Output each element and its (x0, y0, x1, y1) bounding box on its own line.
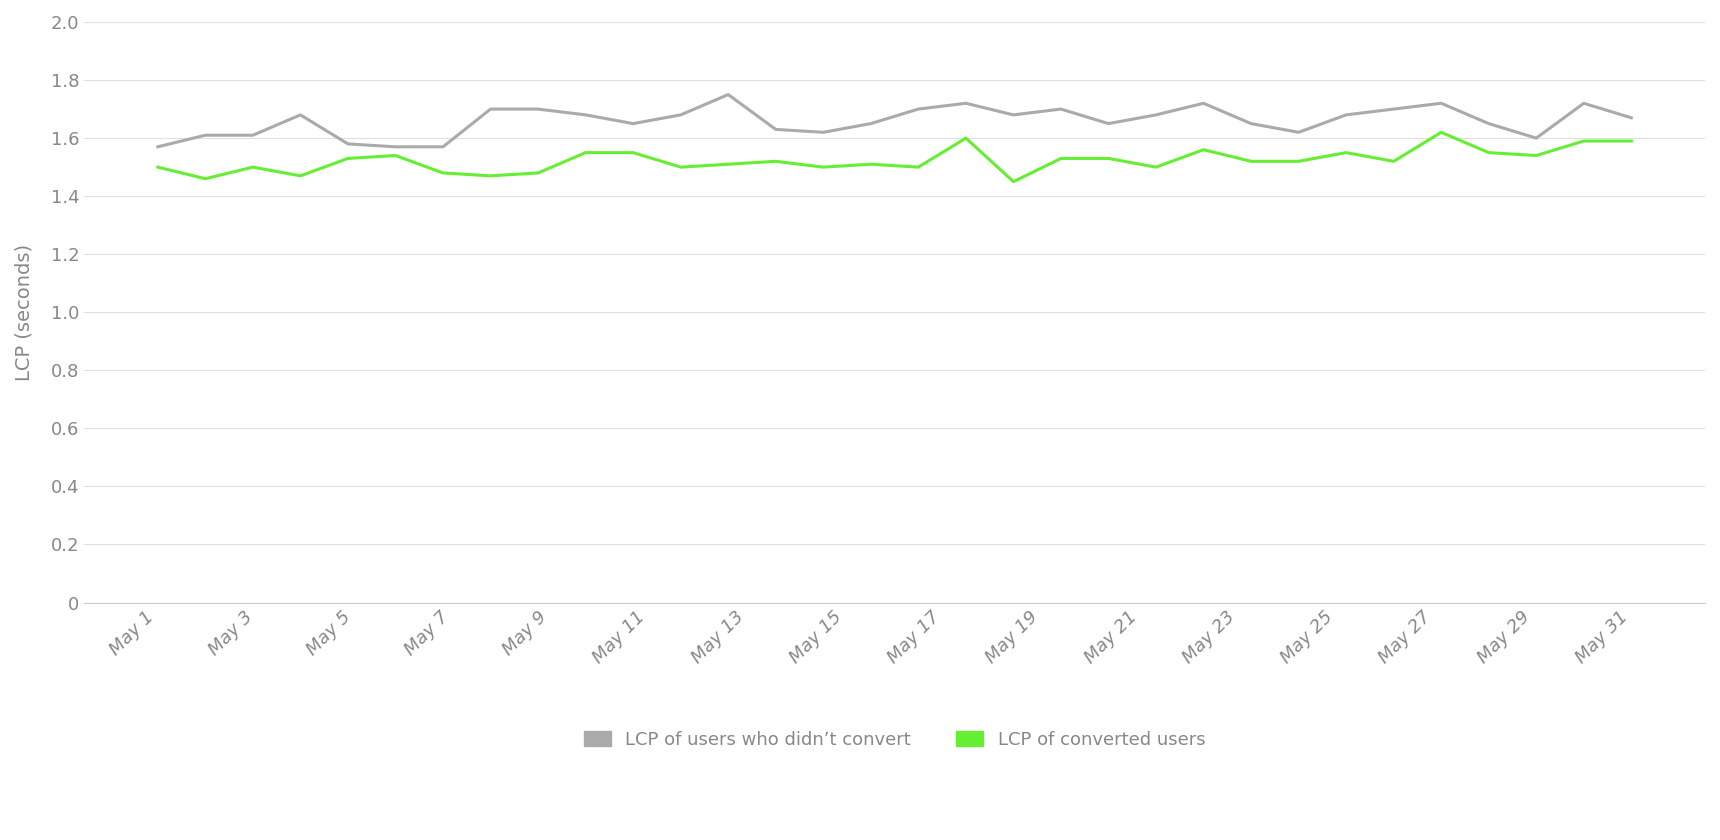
Line: LCP of converted users: LCP of converted users (158, 132, 1631, 181)
LCP of users who didn’t convert (1288, 127, 1309, 137)
LCP of converted users (908, 162, 929, 172)
LCP of users who didn’t convert (1574, 98, 1594, 108)
LCP of converted users (385, 150, 406, 160)
LCP of converted users (243, 162, 263, 172)
LCP of users who didn’t convert (1097, 118, 1118, 129)
LCP of users who didn’t convert (623, 118, 643, 129)
LCP of users who didn’t convert (148, 142, 169, 152)
LCP of converted users (1526, 150, 1546, 160)
LCP of converted users (1288, 156, 1309, 166)
LCP of users who didn’t convert (908, 104, 929, 114)
LCP of converted users (717, 160, 738, 170)
LCP of converted users (1003, 176, 1023, 186)
LCP of converted users (291, 171, 311, 181)
LCP of converted users (1574, 136, 1594, 146)
LCP of converted users (574, 148, 595, 158)
LCP of users who didn’t convert (956, 98, 977, 108)
LCP of converted users (433, 168, 454, 178)
LCP of converted users (1194, 144, 1214, 155)
LCP of users who didn’t convert (1620, 113, 1641, 123)
LCP of users who didn’t convert (337, 139, 358, 149)
LCP of users who didn’t convert (574, 110, 595, 120)
LCP of users who didn’t convert (1431, 98, 1452, 108)
LCP of converted users (860, 160, 881, 170)
LCP of users who didn’t convert (717, 90, 738, 100)
Line: LCP of users who didn’t convert: LCP of users who didn’t convert (158, 95, 1631, 147)
LCP of converted users (1097, 154, 1118, 164)
LCP of users who didn’t convert (1526, 133, 1546, 143)
LCP of converted users (956, 133, 977, 143)
LCP of users who didn’t convert (671, 110, 691, 120)
LCP of converted users (1479, 148, 1500, 158)
LCP of users who didn’t convert (1240, 118, 1261, 129)
LCP of converted users (1146, 162, 1166, 172)
LCP of users who didn’t convert (291, 110, 311, 120)
LCP of users who didn’t convert (1003, 110, 1023, 120)
LCP of users who didn’t convert (1383, 104, 1404, 114)
LCP of converted users (148, 162, 169, 172)
LCP of users who didn’t convert (1146, 110, 1166, 120)
LCP of users who didn’t convert (1336, 110, 1357, 120)
LCP of converted users (671, 162, 691, 172)
LCP of converted users (1383, 156, 1404, 166)
LCP of converted users (337, 154, 358, 164)
LCP of users who didn’t convert (385, 142, 406, 152)
LCP of converted users (765, 156, 786, 166)
LCP of converted users (1431, 127, 1452, 137)
LCP of users who didn’t convert (1479, 118, 1500, 129)
LCP of converted users (623, 148, 643, 158)
LCP of converted users (528, 168, 549, 178)
LCP of users who didn’t convert (814, 127, 834, 137)
LCP of users who didn’t convert (1051, 104, 1072, 114)
LCP of converted users (1240, 156, 1261, 166)
LCP of converted users (194, 174, 215, 184)
LCP of converted users (480, 171, 501, 181)
LCP of users who didn’t convert (860, 118, 881, 129)
Legend: LCP of users who didn’t convert, LCP of converted users: LCP of users who didn’t convert, LCP of … (576, 723, 1213, 756)
LCP of users who didn’t convert (1194, 98, 1214, 108)
LCP of users who didn’t convert (528, 104, 549, 114)
LCP of converted users (1051, 154, 1072, 164)
LCP of converted users (1336, 148, 1357, 158)
LCP of converted users (814, 162, 834, 172)
LCP of users who didn’t convert (433, 142, 454, 152)
LCP of users who didn’t convert (194, 130, 215, 140)
LCP of users who didn’t convert (243, 130, 263, 140)
LCP of converted users (1620, 136, 1641, 146)
LCP of users who didn’t convert (765, 124, 786, 134)
LCP of users who didn’t convert (480, 104, 501, 114)
Y-axis label: LCP (seconds): LCP (seconds) (15, 244, 34, 381)
